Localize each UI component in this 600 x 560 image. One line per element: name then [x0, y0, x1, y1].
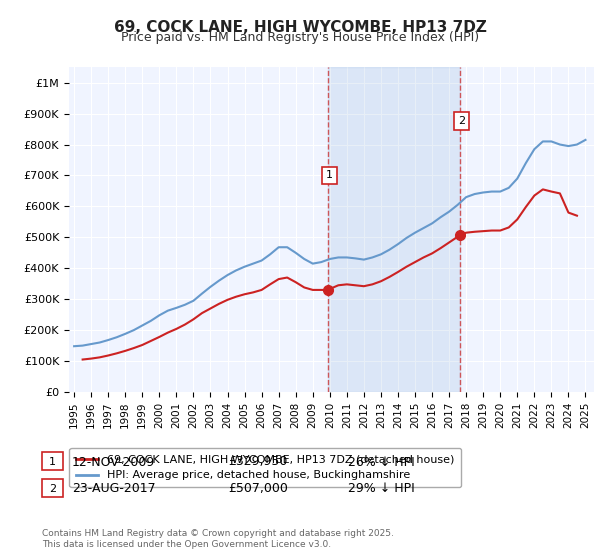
- Text: 23-AUG-2017: 23-AUG-2017: [72, 482, 155, 496]
- Text: Price paid vs. HM Land Registry's House Price Index (HPI): Price paid vs. HM Land Registry's House …: [121, 31, 479, 44]
- Text: £329,950: £329,950: [228, 455, 287, 469]
- Bar: [328, 67, 460, 392]
- Text: 2: 2: [49, 484, 56, 494]
- Legend: 69, COCK LANE, HIGH WYCOMBE, HP13 7DZ (detached house), HPI: Average price, deta: 69, COCK LANE, HIGH WYCOMBE, HP13 7DZ (d…: [70, 448, 461, 487]
- Text: 1: 1: [49, 457, 56, 467]
- Text: 29% ↓ HPI: 29% ↓ HPI: [348, 482, 415, 496]
- Text: Contains HM Land Registry data © Crown copyright and database right 2025.
This d: Contains HM Land Registry data © Crown c…: [42, 529, 394, 549]
- Text: 1: 1: [326, 170, 333, 180]
- Text: 12-NOV-2009: 12-NOV-2009: [72, 455, 155, 469]
- Text: 26% ↓ HPI: 26% ↓ HPI: [348, 455, 415, 469]
- Text: 2: 2: [458, 116, 465, 125]
- Text: £507,000: £507,000: [228, 482, 288, 496]
- Text: 69, COCK LANE, HIGH WYCOMBE, HP13 7DZ: 69, COCK LANE, HIGH WYCOMBE, HP13 7DZ: [113, 20, 487, 35]
